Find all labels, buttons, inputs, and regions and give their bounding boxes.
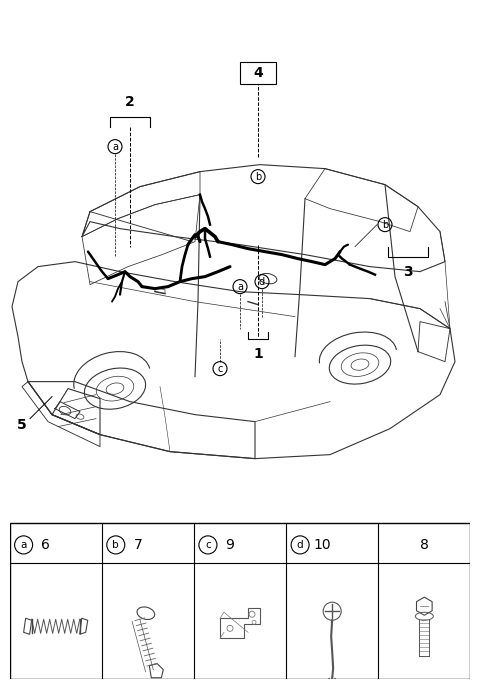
- Text: 7: 7: [133, 538, 142, 552]
- Text: 2: 2: [125, 94, 135, 109]
- Text: 5: 5: [17, 418, 27, 432]
- Text: 10: 10: [313, 538, 331, 552]
- Text: b: b: [382, 220, 388, 230]
- Text: 4: 4: [253, 66, 263, 79]
- Text: a: a: [112, 142, 118, 152]
- Text: a: a: [21, 540, 27, 550]
- Text: b: b: [255, 172, 261, 182]
- Text: c: c: [205, 540, 211, 550]
- Bar: [240, 62, 276, 83]
- Text: 6: 6: [41, 538, 50, 552]
- Text: c: c: [217, 364, 223, 373]
- Text: a: a: [237, 282, 243, 291]
- Text: d: d: [297, 540, 303, 550]
- Text: d: d: [259, 276, 265, 287]
- Text: b: b: [112, 540, 119, 550]
- Text: 1: 1: [253, 347, 263, 360]
- Text: 8: 8: [420, 538, 429, 552]
- Text: 9: 9: [226, 538, 234, 552]
- Text: 3: 3: [403, 265, 413, 278]
